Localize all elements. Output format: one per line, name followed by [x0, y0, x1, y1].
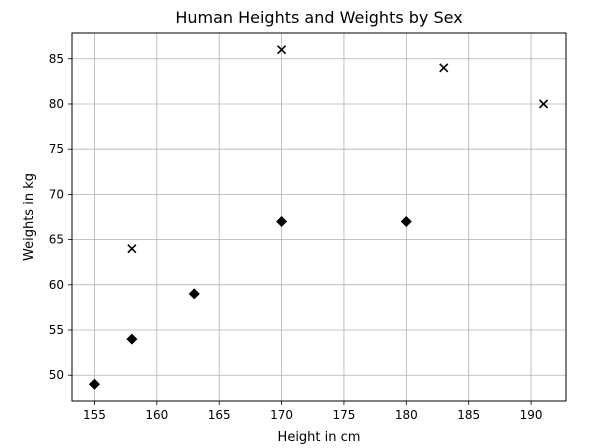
y-axis-ticks: 50 55 60 65 70 75 80 85 — [49, 52, 72, 382]
diamond-marker-point — [276, 216, 288, 228]
x-axis-ticks: 155 160 165 170 175 180 185 190 — [83, 401, 543, 422]
x-tick-label: 155 — [83, 408, 106, 422]
y-tick-label: 60 — [49, 278, 64, 292]
x-marker-point — [439, 63, 449, 73]
x-marker-point — [538, 99, 549, 109]
data-points — [88, 45, 549, 390]
diamond-marker-point — [400, 216, 412, 228]
x-tick-label: 165 — [208, 408, 231, 422]
y-tick-label: 55 — [49, 323, 64, 337]
x-tick-label: 190 — [520, 408, 543, 422]
y-tick-label: 50 — [49, 368, 64, 382]
y-tick-label: 70 — [49, 187, 64, 201]
x-marker-point — [277, 45, 287, 55]
x-tick-label: 160 — [145, 408, 168, 422]
y-tick-label: 65 — [49, 233, 64, 247]
y-tick-label: 80 — [49, 97, 64, 111]
x-tick-label: 180 — [395, 408, 418, 422]
x-axis-label: Height in cm — [278, 430, 361, 445]
diamond-marker-point — [88, 378, 100, 390]
x-tick-label: 175 — [332, 408, 355, 422]
plot-area-frame — [71, 32, 567, 402]
x-marker-point — [127, 244, 137, 254]
diamond-marker-point — [126, 333, 138, 345]
x-tick-label: 185 — [457, 408, 480, 422]
grid — [72, 33, 566, 401]
y-axis-label: Weights in kg — [22, 173, 37, 261]
x-tick-label: 170 — [270, 408, 293, 422]
diamond-marker-point — [188, 288, 200, 300]
chart-title: Human Heights and Weights by Sex — [175, 8, 462, 27]
y-tick-label: 75 — [49, 142, 64, 156]
y-tick-label: 85 — [49, 52, 64, 66]
